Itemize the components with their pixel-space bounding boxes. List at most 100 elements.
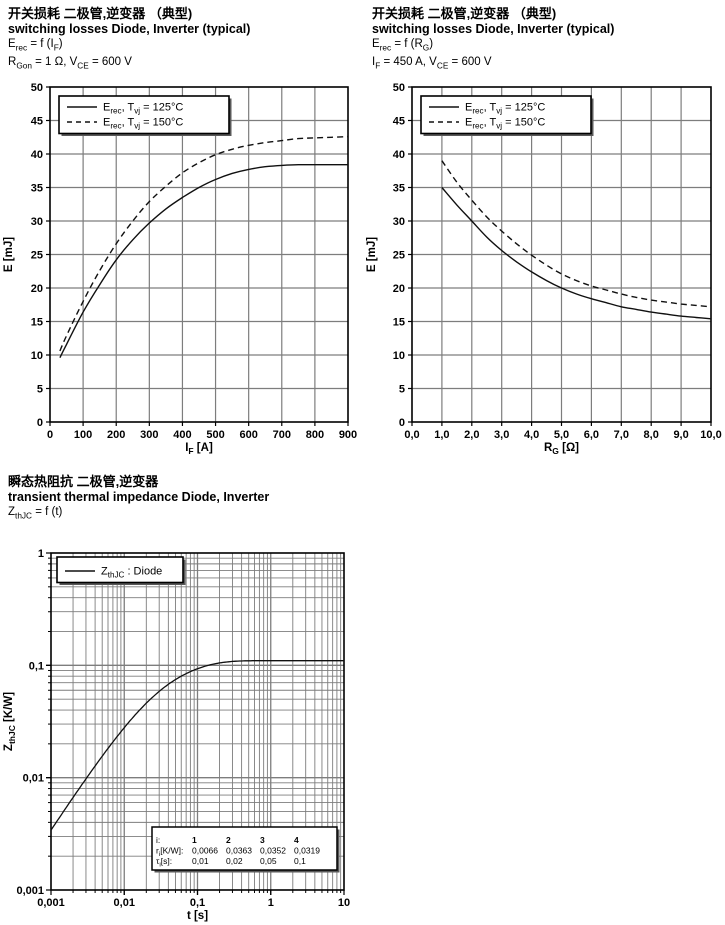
svg-text:400: 400: [173, 429, 191, 441]
svg-text:5,0: 5,0: [554, 429, 569, 441]
svg-text:30: 30: [31, 216, 43, 228]
series: [441, 160, 712, 320]
chart3-condition-1: ZthJC = f (t): [8, 506, 63, 521]
series: [50, 660, 344, 831]
grid: [412, 87, 711, 422]
svg-text:45: 45: [393, 116, 405, 128]
svg-text:ZthJC : Diode: ZthJC : Diode: [101, 566, 162, 580]
zthjc-vs-t-chart: 0,001 0,01 0,1 1 10 0,001 0,01 0,1 1 t [s] ZthJC […: [3, 548, 350, 922]
svg-text:RG [Ω]: RG [Ω]: [544, 442, 579, 456]
svg-text:τi[s]:: τi[s]:: [156, 856, 172, 868]
svg-text:600: 600: [239, 429, 257, 441]
grid: [50, 87, 348, 422]
svg-text:0,01: 0,01: [192, 856, 209, 866]
axes: RG [Ω] E [mJ] 0,0 1,0 2,0 3,0 4,0 5,0 6,0 7,0 8,0 9…: [366, 82, 722, 456]
svg-text:0,1: 0,1: [190, 897, 205, 909]
svg-text:45: 45: [31, 116, 43, 128]
svg-text:1,0: 1,0: [434, 429, 449, 441]
svg-text:0: 0: [399, 417, 405, 429]
svg-text:25: 25: [393, 250, 405, 262]
svg-text:0: 0: [37, 417, 43, 429]
svg-text:6,0: 6,0: [584, 429, 599, 441]
svg-text:100: 100: [74, 429, 92, 441]
svg-text:1: 1: [192, 835, 197, 845]
axes: 0,001 0,01 0,1 1 10 0,001 0,01 0,1 1: [16, 548, 350, 909]
svg-text:t [s]: t [s]: [187, 910, 208, 922]
svg-text:ri[K/W]:: ri[K/W]:: [156, 846, 183, 858]
chart1-header: 开关损耗 二极管,逆变器 （典型) switching losses Diode…: [8, 6, 250, 74]
axes: t [s] ZthJC [K/W]: [3, 552, 345, 922]
svg-text:40: 40: [31, 149, 43, 161]
svg-text:30: 30: [393, 216, 405, 228]
svg-text:Erec, Tvj = 150°C: Erec, Tvj = 150°C: [465, 117, 545, 131]
svg-text:35: 35: [393, 183, 405, 195]
series: [59, 135, 349, 358]
svg-text:25: 25: [31, 250, 43, 262]
svg-text:0,0319: 0,0319: [294, 846, 320, 856]
svg-text:300: 300: [140, 429, 158, 441]
svg-text:200: 200: [107, 429, 125, 441]
svg-text:ZthJC [K/W]: ZthJC [K/W]: [3, 692, 17, 751]
svg-text:35: 35: [31, 183, 43, 195]
svg-text:4: 4: [294, 835, 299, 845]
chart2-condition-1: Erec = f (RG): [372, 38, 434, 53]
svg-text:3,0: 3,0: [494, 429, 509, 441]
svg-text:900: 900: [339, 429, 357, 441]
axes: IF [A]E [mJ]0 100 200 300 400 500 600 700 800 900…: [3, 82, 357, 456]
svg-text:0,1: 0,1: [294, 856, 306, 866]
svg-text:9,0: 9,0: [673, 429, 688, 441]
svg-text:Erec, Tvj = 125°C: Erec, Tvj = 125°C: [103, 102, 183, 116]
svg-text:3: 3: [260, 835, 265, 845]
svg-text:2: 2: [226, 835, 231, 845]
svg-text:10: 10: [338, 897, 350, 909]
svg-text:15: 15: [31, 317, 43, 329]
svg-text:4,0: 4,0: [524, 429, 539, 441]
chart2-title-en: switching losses Diode, Inverter (typica…: [372, 22, 615, 36]
svg-text:10,0: 10,0: [700, 429, 721, 441]
chart3-title-zh: 瞬态热阻抗 二极管,逆变器: [8, 474, 159, 489]
svg-text:0,0: 0,0: [404, 429, 419, 441]
foster-table: i: 1 2 3 4 ri[K/W]: 0,0066 0,0363 0,0352 0,0319 τi…: [151, 826, 340, 873]
svg-text:1: 1: [38, 548, 44, 560]
svg-text:0,05: 0,05: [260, 856, 277, 866]
svg-text:1: 1: [268, 897, 274, 909]
svg-text:20: 20: [31, 283, 43, 295]
svg-text:0,0066: 0,0066: [192, 846, 218, 856]
chart1-condition-2: RGon = 1 Ω, VCE = 600 V: [8, 56, 132, 71]
chart3-title-en: transient thermal impedance Diode, Inver…: [8, 490, 270, 504]
chart2-header: 开关损耗 二极管,逆变器 （典型) switching losses Diode…: [372, 6, 614, 74]
erec-vs-if-chart: IF [A]E [mJ]0 100 200 300 400 500 600 700 800 900…: [3, 82, 357, 456]
svg-text:0: 0: [47, 429, 53, 441]
erec-vs-rg-chart: RG [Ω] E [mJ] 0,0 1,0 2,0 3,0 4,0 5,0 6,0 7,0 8,0 9…: [366, 82, 722, 456]
svg-text:500: 500: [206, 429, 224, 441]
svg-text:i:: i:: [156, 835, 160, 845]
svg-text:0,001: 0,001: [16, 885, 44, 897]
svg-text:E [mJ]: E [mJ]: [366, 237, 378, 272]
svg-text:10: 10: [31, 350, 43, 362]
svg-text:0,0363: 0,0363: [226, 846, 252, 856]
svg-text:800: 800: [306, 429, 324, 441]
svg-text:50: 50: [393, 82, 405, 94]
chart2-title-zh: 开关损耗 二极管,逆变器 （典型): [372, 6, 557, 21]
svg-text:50: 50: [31, 82, 43, 94]
svg-text:700: 700: [273, 429, 291, 441]
chart2-condition-2: IF = 450 A, VCE = 600 V: [372, 56, 492, 71]
svg-text:Erec, Tvj = 125°C: Erec, Tvj = 125°C: [465, 102, 545, 116]
svg-text:5: 5: [399, 384, 405, 396]
svg-text:10: 10: [393, 350, 405, 362]
legend: ZthJC : Diode: [56, 556, 186, 585]
svg-text:40: 40: [393, 149, 405, 161]
svg-text:0,0352: 0,0352: [260, 846, 286, 856]
svg-text:15: 15: [393, 317, 405, 329]
svg-text:7,0: 7,0: [614, 429, 629, 441]
svg-text:IF [A]: IF [A]: [185, 442, 213, 456]
chart1-title-zh: 开关损耗 二极管,逆变器 （典型): [8, 6, 193, 21]
svg-text:0,01: 0,01: [23, 773, 44, 785]
chart1-title-en: switching losses Diode, Inverter (typica…: [8, 22, 251, 36]
svg-text:0,01: 0,01: [114, 897, 135, 909]
chart3-header: 瞬态热阻抗 二极管,逆变器 transient thermal impedanc…: [8, 474, 269, 523]
svg-text:8,0: 8,0: [644, 429, 659, 441]
